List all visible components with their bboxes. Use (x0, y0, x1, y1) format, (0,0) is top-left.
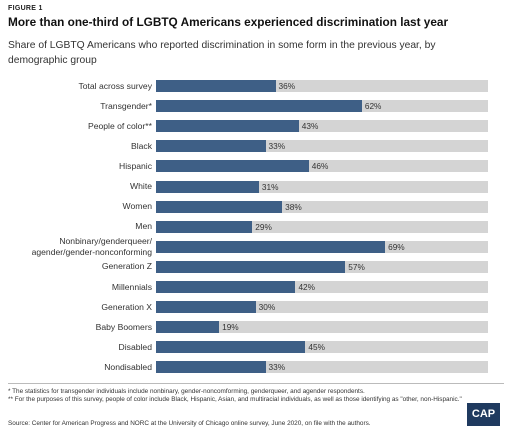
category-label: Hispanic (119, 160, 152, 171)
bar (156, 361, 266, 374)
value-label: 57% (348, 261, 365, 272)
value-label: 45% (308, 342, 325, 353)
category-label: Disabled (118, 341, 152, 352)
value-label: 46% (311, 161, 329, 172)
logo: CAP (467, 403, 500, 426)
value-label: 62% (364, 101, 382, 112)
bar (156, 180, 259, 193)
category-label: Transgender* (100, 100, 152, 111)
divider (8, 383, 504, 384)
bar (156, 220, 253, 233)
bar (156, 100, 362, 113)
category-label: Nondisabled (104, 361, 152, 372)
bar (156, 160, 309, 173)
category-label: Millennials (111, 281, 152, 292)
bar (156, 281, 296, 293)
category-label: Generation X (101, 301, 152, 312)
bar (156, 301, 256, 314)
value-label: 30% (258, 302, 276, 313)
bar-track (156, 321, 488, 334)
category-label: Nonbinary/genderqueer/ agender/gender-no… (31, 235, 152, 257)
chart-subtitle: Share of LGBTQ Americans who reported di… (8, 40, 436, 66)
bar (156, 240, 386, 253)
category-label: People of color** (87, 120, 152, 131)
value-label: 19% (222, 322, 239, 333)
category-label: Black (130, 140, 152, 151)
chart-title: More than one-third of LGBTQ Americans e… (8, 15, 449, 29)
bar (156, 80, 276, 92)
bar (156, 260, 346, 273)
bar (156, 341, 306, 354)
category-label: Generation Z (101, 261, 152, 272)
bar (156, 140, 266, 153)
bar (156, 200, 283, 213)
footnote: ** For the purposes of this survey, peop… (8, 396, 462, 403)
value-label: 33% (268, 141, 286, 152)
category-label: Women (122, 201, 152, 212)
footnote: * The statistics for transgender individ… (8, 388, 365, 395)
category-label: Men (135, 221, 152, 232)
plot: 36% Total across survey 62% Transgender* 43%… (8, 80, 504, 384)
value-label: 42% (298, 282, 316, 292)
category-label: Baby Boomers (95, 321, 152, 332)
value-label: 31% (261, 181, 279, 192)
value-label: 69% (388, 241, 405, 252)
category-label: Total across survey (78, 80, 152, 91)
bar (156, 321, 220, 334)
value-label: 33% (268, 362, 286, 373)
figure-label: FIGURE 1 (8, 5, 43, 12)
value-label: 38% (285, 201, 302, 212)
value-label: 43% (301, 121, 319, 132)
value-label: 29% (255, 221, 272, 232)
category-label: White (130, 181, 152, 191)
source: Source: Center for American Progress and… (8, 420, 371, 427)
bar (156, 120, 299, 133)
value-label: 36% (278, 81, 296, 91)
